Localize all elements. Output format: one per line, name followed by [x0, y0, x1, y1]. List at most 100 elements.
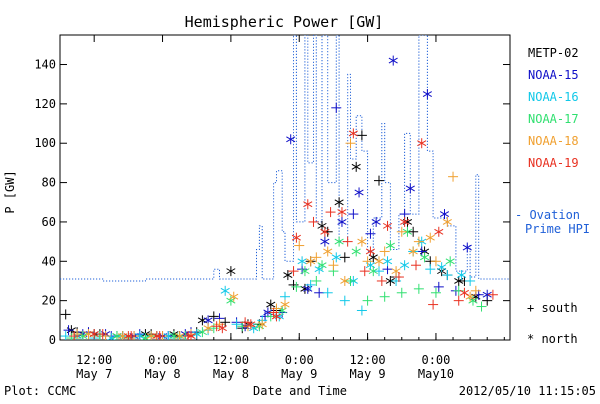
noaa-16-south-point — [465, 275, 476, 286]
noaa-16-north-point — [135, 331, 145, 340]
legend-ovation-label: - Ovation — [515, 208, 580, 222]
x-tick-label-date: May 8 — [144, 367, 180, 381]
y-axis-label: P [GW] — [3, 170, 17, 213]
noaa-16-south-point — [356, 305, 367, 316]
noaa-19-south-point — [393, 272, 404, 283]
noaa-18-north-point — [280, 299, 290, 310]
noaa-15-south-point — [331, 102, 342, 113]
noaa-16-south-point — [231, 319, 242, 330]
noaa-19-north-point — [123, 331, 133, 340]
x-tick-label-time: 12:00 — [350, 353, 386, 367]
noaa-17-north-point — [385, 240, 395, 251]
noaa-19-north-point — [271, 311, 282, 322]
legend-entry-noaa-15: NOAA-15 — [528, 68, 579, 82]
noaa-19-south-point — [453, 295, 464, 306]
noaa-19-south-point — [308, 216, 319, 227]
noaa-17-north-point — [140, 333, 151, 340]
noaa-18-south-point — [328, 260, 339, 271]
noaa-19-north-point — [186, 331, 196, 340]
x-tick-label-date: May10 — [418, 367, 454, 381]
noaa-18-north-point — [408, 246, 418, 257]
noaa-17-north-point — [445, 256, 455, 267]
legend-entry-noaa-17: NOAA-17 — [528, 112, 579, 126]
noaa-19-south-point — [487, 289, 498, 300]
noaa-17-north-point — [419, 252, 430, 263]
metp-02-south-point — [220, 317, 231, 328]
legend-entry-noaa-16: NOAA-16 — [528, 90, 579, 104]
legend-entry-metp-02: METP-02 — [528, 46, 579, 60]
x-tick-label-time: 0:00 — [148, 353, 177, 367]
noaa-18-north-point — [175, 331, 185, 340]
noaa-17-south-point — [476, 301, 487, 312]
chart-title: Hemispheric Power [GW] — [185, 13, 384, 31]
noaa-15-north-point — [439, 209, 450, 220]
noaa-16-north-point — [437, 262, 447, 273]
noaa-16-north-point — [331, 252, 341, 263]
noaa-17-north-point — [334, 236, 344, 247]
noaa-17-south-point — [362, 295, 373, 306]
noaa-19-north-point — [246, 319, 256, 330]
x-axis-label: Date and Time — [253, 384, 347, 398]
metp-02-south-point — [356, 130, 367, 141]
noaa-15-north-point — [422, 89, 432, 100]
footer-right: 2012/05/10 11:15:05 — [459, 384, 596, 398]
noaa-17-south-point — [379, 291, 390, 302]
noaa-19-south-point — [211, 321, 222, 332]
noaa-17-south-point — [396, 287, 407, 298]
noaa-15-south-point — [365, 228, 376, 239]
noaa-18-north-point — [257, 319, 267, 330]
noaa-19-south-point — [288, 266, 299, 277]
noaa-15-north-point — [482, 289, 492, 300]
noaa-15-north-point — [371, 216, 381, 227]
noaa-19-north-point — [152, 331, 162, 340]
noaa-16-south-point — [60, 331, 71, 340]
noaa-16-south-point — [373, 266, 384, 277]
noaa-17-north-point — [368, 266, 378, 277]
noaa-15-north-point — [388, 55, 398, 66]
y-tick-label: 80 — [42, 176, 56, 190]
y-tick-label: 140 — [34, 58, 56, 72]
noaa-15-north-point — [354, 187, 364, 198]
metp-02-north-point — [266, 299, 276, 310]
y-tick-label: 0 — [49, 333, 56, 347]
noaa-16-north-point — [220, 285, 230, 296]
noaa-18-south-point — [311, 252, 322, 263]
noaa-18-south-point — [379, 246, 390, 257]
noaa-15-south-point — [314, 287, 325, 298]
plot-frame — [59, 34, 511, 341]
noaa-19-north-point — [217, 323, 227, 334]
y-tick-label: 40 — [42, 254, 56, 268]
noaa-17-north-point — [300, 266, 310, 277]
legend-entry-noaa-19: NOAA-19 — [528, 156, 579, 170]
metp-02-south-point — [60, 309, 71, 320]
noaa-16-north-point — [457, 270, 467, 281]
x-tick-label-time: 0:00 — [285, 353, 314, 367]
noaa-19-south-point — [376, 275, 387, 286]
noaa-18-north-point — [374, 256, 384, 267]
noaa-19-north-point — [337, 207, 347, 218]
noaa-18-south-point — [396, 226, 407, 237]
noaa-15-south-point — [416, 246, 427, 257]
noaa-17-south-point — [430, 287, 441, 298]
metp-02-north-point — [197, 315, 207, 326]
legend: METP-02 NOAA-15 NOAA-16 NOAA-17 NOAA-18 NOAA-… — [515, 46, 590, 346]
noaa-16-north-point — [192, 329, 202, 340]
noaa-19-south-point — [69, 331, 80, 340]
noaa-18-south-point — [413, 236, 424, 247]
noaa-16-south-point — [305, 279, 316, 290]
noaa-17-south-point — [345, 275, 356, 286]
noaa-19-south-point — [97, 329, 108, 340]
noaa-15-north-point — [320, 236, 330, 247]
noaa-19-north-point — [459, 287, 470, 298]
ovation-hpi-series — [60, 35, 510, 282]
noaa-18-south-point — [294, 240, 305, 251]
noaa-18-south-point — [448, 171, 459, 182]
y-tick-label: 100 — [34, 136, 56, 150]
noaa-18-north-point — [425, 232, 435, 243]
noaa-17-south-point — [291, 281, 302, 292]
y-tick-label: 120 — [34, 97, 56, 111]
x-tick-label-date: May 9 — [350, 367, 386, 381]
y-tick-label: 60 — [42, 215, 56, 229]
noaa-16-south-point — [425, 264, 436, 275]
